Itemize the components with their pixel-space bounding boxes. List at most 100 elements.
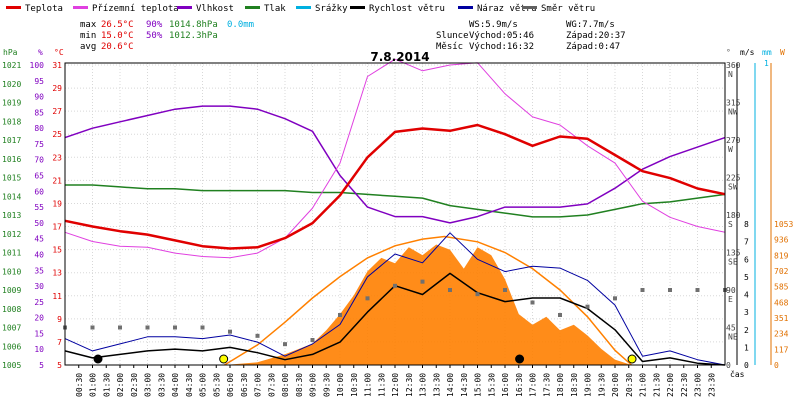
sunrise-marker bbox=[219, 354, 229, 364]
time-tick-label: 22:00 bbox=[666, 373, 675, 397]
stat-avg-temp: 20.6°C bbox=[101, 42, 134, 52]
time-tick-label: 12:30 bbox=[405, 373, 414, 397]
time-tick-label: 03:30 bbox=[157, 373, 166, 397]
legend-swatch bbox=[73, 6, 88, 9]
hpa-tick-label: 1011 bbox=[2, 249, 21, 258]
time-tick-label: 13:30 bbox=[432, 373, 441, 397]
legend-swatch bbox=[458, 6, 473, 9]
hpa-tick-label: 1018 bbox=[2, 117, 21, 126]
time-tick-label: 01:00 bbox=[89, 373, 98, 397]
wind-dir-point bbox=[393, 283, 397, 288]
wind-dir-point bbox=[283, 342, 287, 347]
hum-tick-label: 5 bbox=[39, 361, 44, 370]
time-tick-label: 00:30 bbox=[75, 373, 84, 397]
legend-swatch bbox=[296, 6, 311, 9]
time-tick-label: 06:30 bbox=[240, 373, 249, 397]
solar-unit: W bbox=[780, 48, 785, 57]
wind-dir-point bbox=[640, 288, 645, 292]
solar-tick-label: 819 bbox=[774, 251, 789, 260]
time-tick-label: 14:00 bbox=[446, 373, 455, 397]
sun-moon-markers bbox=[93, 354, 637, 364]
dir-tick-compass: N bbox=[728, 70, 733, 79]
dir-tick-label: 45 bbox=[726, 324, 736, 333]
hum-tick-label: 60 bbox=[34, 187, 44, 196]
stat-max-press: 1014.8hPa bbox=[169, 20, 218, 30]
solar-area bbox=[224, 244, 632, 365]
time-tick-label: 08:30 bbox=[295, 373, 304, 397]
hpa-tick-label: 1013 bbox=[2, 211, 21, 220]
temp-unit: °C bbox=[54, 48, 64, 57]
time-tick-label: 10:00 bbox=[336, 373, 345, 397]
temp-tick-label: 31 bbox=[52, 61, 62, 70]
legend-label: Teplota bbox=[25, 4, 63, 14]
solar-tick-label: 468 bbox=[774, 298, 789, 307]
wind-unit: m/s bbox=[740, 48, 755, 57]
hum-tick-label: 50 bbox=[34, 219, 44, 228]
legend-swatch bbox=[522, 6, 537, 9]
hum-tick-label: 80 bbox=[34, 124, 44, 133]
solar-tick-label: 936 bbox=[774, 236, 789, 245]
time-tick-label: 13:00 bbox=[419, 373, 428, 397]
temp-tick-label: 27 bbox=[52, 107, 62, 116]
time-tick-label: 08:00 bbox=[281, 373, 290, 397]
wind-dir-point bbox=[530, 300, 535, 305]
solar-tick-label: 585 bbox=[774, 283, 789, 292]
wind-dir-point bbox=[145, 325, 150, 330]
solar-tick-label: 1053 bbox=[774, 220, 793, 229]
wind-dir-point bbox=[173, 325, 177, 330]
time-tick-label: 22:30 bbox=[680, 373, 689, 397]
info-sun-label: Slunce bbox=[436, 31, 469, 41]
solar-tick-label: 351 bbox=[774, 314, 789, 323]
hum-tick-label: 65 bbox=[34, 172, 44, 181]
stat-min-hum: 50% bbox=[146, 31, 163, 41]
time-tick-label: 14:30 bbox=[460, 373, 469, 397]
solar-tick-label: 117 bbox=[774, 345, 789, 354]
wind-tick-label: 5 bbox=[744, 273, 749, 282]
wind-dir-point bbox=[585, 304, 590, 309]
time-tick-label: 20:00 bbox=[611, 373, 620, 397]
time-tick-label: 17:00 bbox=[529, 373, 538, 397]
solar-tick-label: 234 bbox=[774, 330, 789, 339]
dir-tick-compass: NE bbox=[728, 333, 738, 342]
hpa-tick-label: 1016 bbox=[2, 155, 21, 164]
time-tick-label: 07:30 bbox=[267, 373, 276, 397]
moonrise-marker bbox=[515, 354, 525, 364]
hpa-tick-label: 1012 bbox=[2, 230, 21, 239]
hum-tick-label: 40 bbox=[34, 250, 44, 259]
time-tick-label: 23:30 bbox=[707, 373, 716, 397]
info-moon-label: Měsíc bbox=[436, 42, 463, 52]
dir-unit: ° bbox=[726, 48, 731, 57]
info-panel: WS:5.9m/s WG:7.7m/s Slunce Východ:05:46 … bbox=[436, 20, 626, 52]
dir-tick-label: 180 bbox=[726, 211, 741, 220]
time-tick-label: 17:30 bbox=[542, 373, 551, 397]
hum-tick-label: 15 bbox=[34, 329, 44, 338]
dir-tick-label: 315 bbox=[726, 99, 741, 108]
stat-min-label: min bbox=[80, 31, 96, 41]
wind-tick-label: 6 bbox=[744, 255, 749, 264]
wind-dir-point bbox=[448, 288, 452, 292]
wind-dir-point bbox=[255, 333, 260, 338]
hpa-tick-label: 1014 bbox=[2, 192, 21, 201]
temp-tick-label: 13 bbox=[52, 269, 62, 278]
solar-tick-label: 702 bbox=[774, 267, 789, 276]
legend-label: Vlhkost bbox=[196, 4, 234, 14]
wind-dir-point bbox=[118, 325, 122, 330]
wind-tick-label: 1 bbox=[744, 343, 749, 352]
rain-unit: mm bbox=[762, 48, 772, 57]
time-tick-label: 06:00 bbox=[226, 373, 235, 397]
stat-max-label: max bbox=[80, 20, 97, 30]
legend: Teplota Přízemní teplota Vlhkost Tlak Srážky… bbox=[6, 4, 595, 14]
wind-dir-point bbox=[503, 288, 507, 292]
hum-tick-label: 70 bbox=[34, 156, 44, 165]
time-tick-label: 01:30 bbox=[102, 373, 111, 397]
temp-tick-label: 25 bbox=[52, 130, 62, 139]
hpa-tick-label: 1021 bbox=[2, 61, 21, 70]
time-unit: čas bbox=[730, 369, 745, 379]
hum-tick-label: 30 bbox=[34, 282, 44, 291]
hum-tick-label: 25 bbox=[34, 298, 44, 307]
wind-dir-point bbox=[365, 296, 370, 301]
info-sun-rise: Východ:05:46 bbox=[469, 31, 534, 41]
wind-tick-label: 2 bbox=[744, 326, 749, 335]
hum-tick-label: 35 bbox=[34, 266, 44, 275]
temp-tick-label: 9 bbox=[57, 315, 62, 324]
